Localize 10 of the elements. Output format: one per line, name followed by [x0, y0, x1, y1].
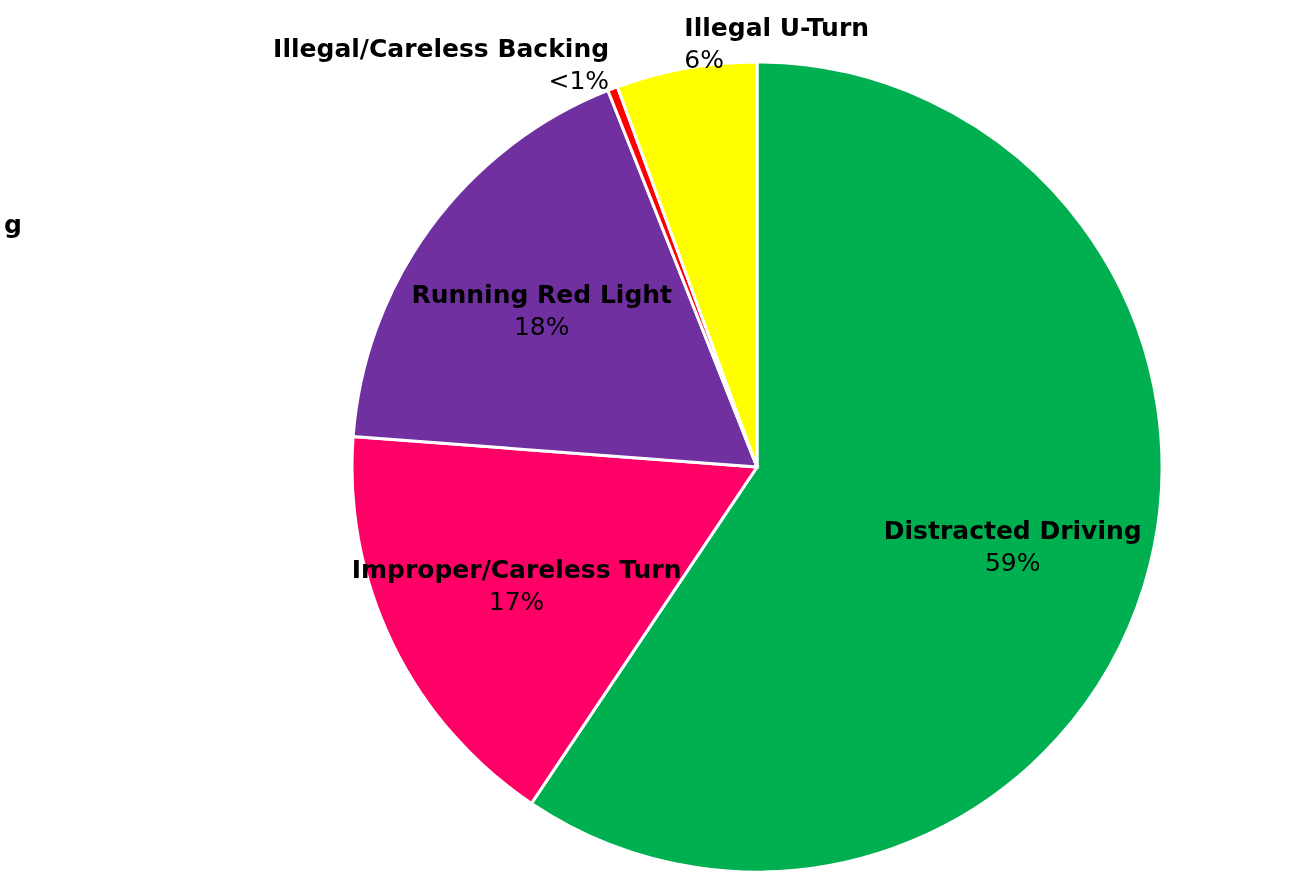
- data-label: 6%: [684, 45, 725, 75]
- slice-label: Distracted Driving: [883, 515, 1142, 545]
- data-label: 18%: [513, 311, 570, 341]
- data-label: 17%: [488, 586, 545, 616]
- slice-label: Running Red Light: [411, 279, 673, 309]
- data-label: <1%: [548, 66, 610, 96]
- slice-label: Illegal/Careless Backing: [273, 34, 610, 64]
- text: g: [4, 210, 22, 239]
- data-label: 59%: [984, 547, 1041, 577]
- slice-label: Illegal U-Turn: [684, 13, 870, 43]
